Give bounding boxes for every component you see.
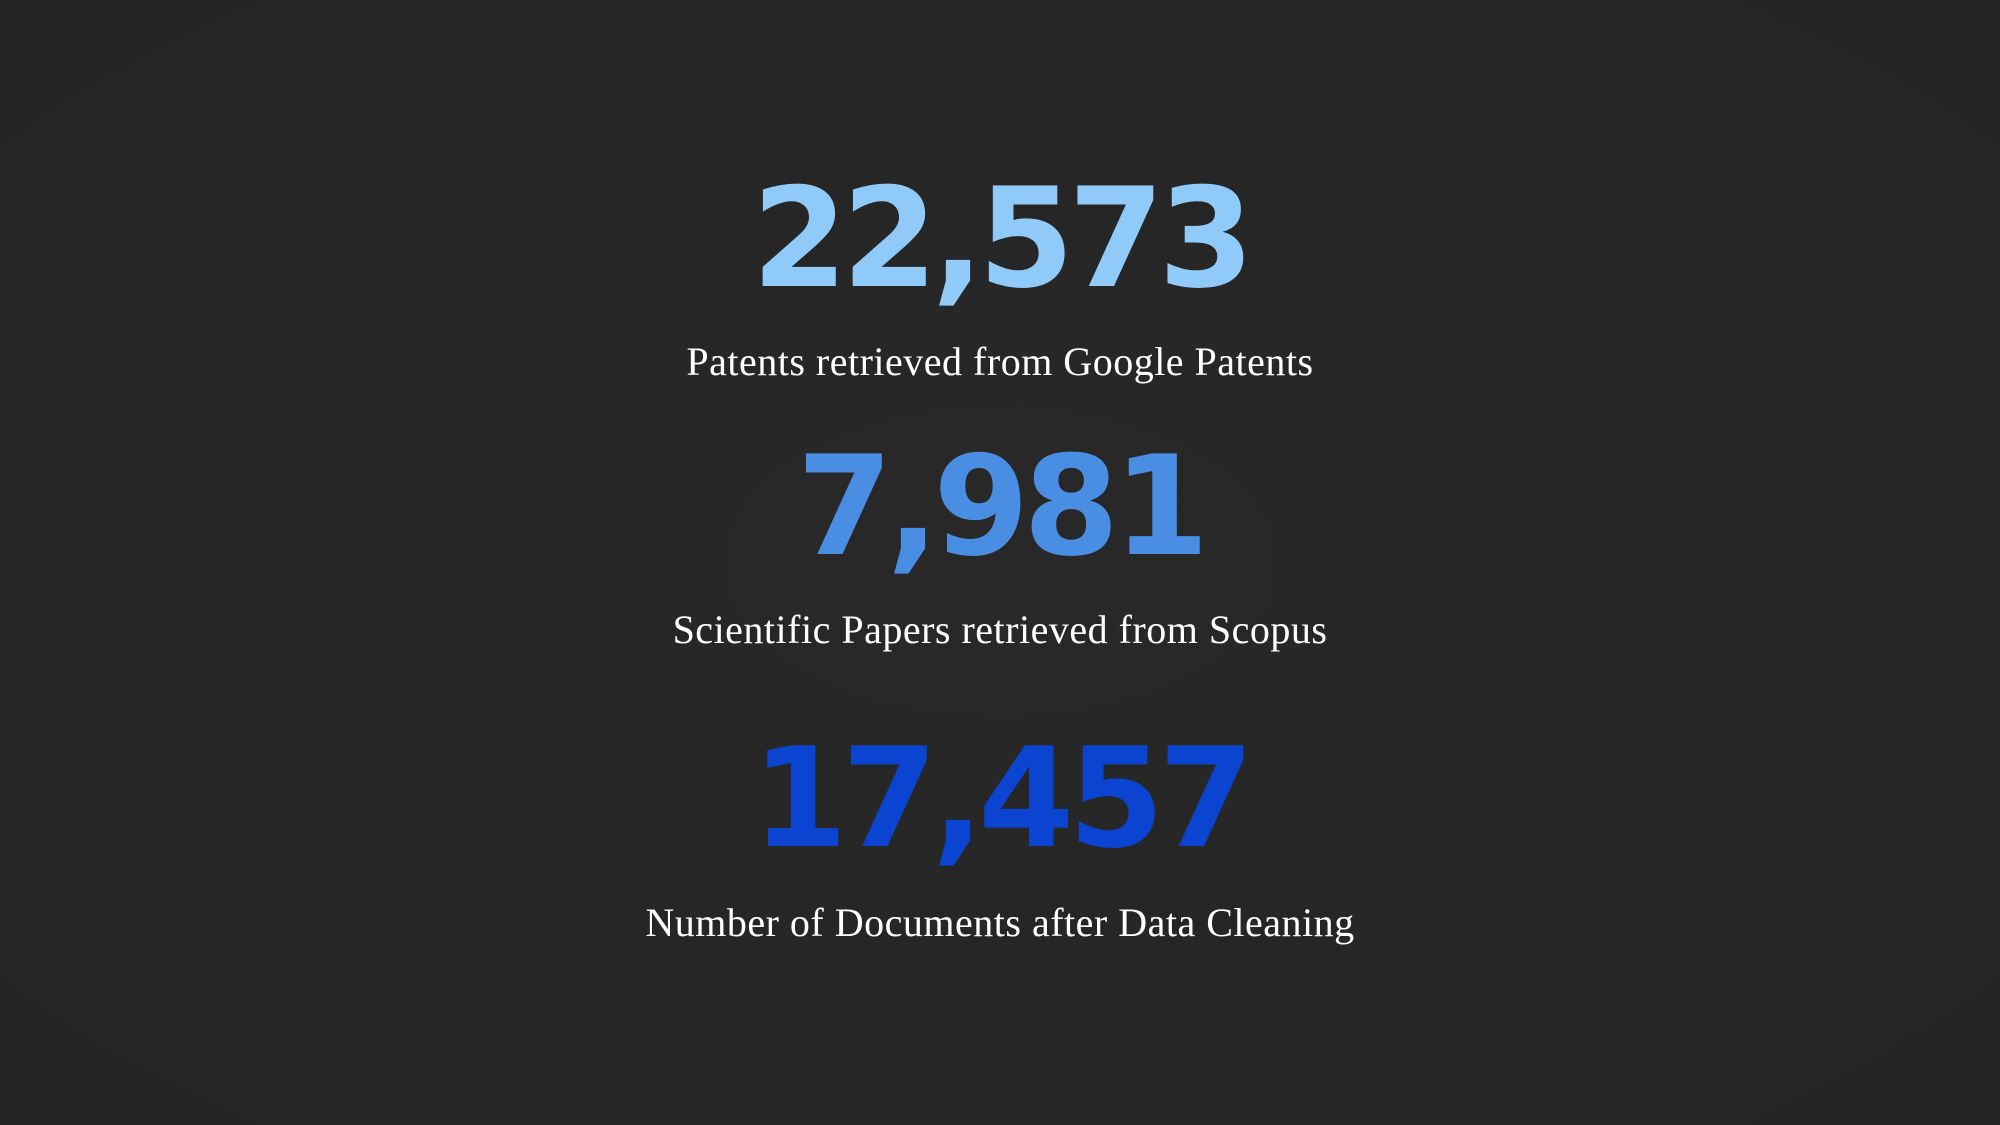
stat-label-patents: Patents retrieved from Google Patents <box>686 339 1314 384</box>
stat-label-papers: Scientific Papers retrieved from Scopus <box>672 607 1328 652</box>
stat-value-papers: 7,981 <box>796 426 1210 587</box>
stat-label-documents: Number of Documents after Data Cleaning <box>645 900 1355 945</box>
stat-value-documents: 17,457 <box>751 718 1255 879</box>
stat-value-patents: 22,573 <box>751 158 1255 319</box>
